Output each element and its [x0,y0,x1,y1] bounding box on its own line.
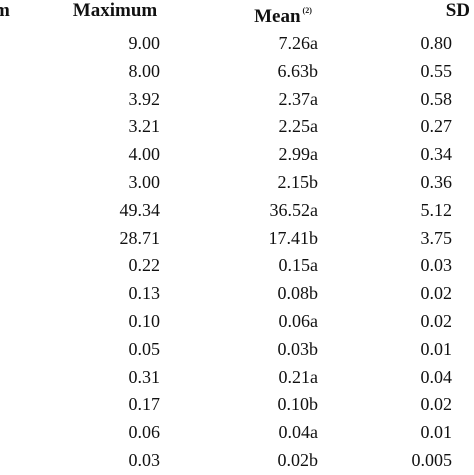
cell-mean: 2.25a [278,116,319,137]
table-row: 0.17 0.10b 0.02 [0,391,474,419]
cell-maximum: 3.00 [128,171,161,192]
cell-maximum: 9.00 [128,33,161,53]
cell-sd: 0.02 [420,283,453,304]
cell-sd: 3.75 [420,227,453,248]
cell-sd: 0.01 [420,422,453,443]
cell-mean: 0.08b [277,283,319,304]
table-row: 28.71 17.41b 3.75 [0,225,474,253]
cell-maximum: 0.06 [128,422,161,443]
cell-sd: 0.34 [420,144,453,165]
cell-maximum: 4.00 [128,144,161,165]
header-mean: Mean (2) [228,0,338,27]
cell-sd: 0.55 [420,60,453,81]
cell-mean: 2.99a [278,144,319,165]
table-row: 0.03 0.02b 0.005 [0,447,474,475]
cell-mean: 2.37a [278,88,319,109]
cell-maximum: 49.34 [119,199,161,220]
cell-sd: 5.12 [420,199,453,220]
cell-mean: 36.52a [269,199,319,220]
cell-mean: 0.04a [278,422,319,443]
cell-sd: 0.005 [411,449,453,470]
cell-sd: 0.02 [420,310,453,331]
cell-maximum: 0.31 [128,366,161,387]
header-mean-footnote: (2) [302,6,312,15]
header-mean-label: Mean [254,6,301,27]
table-row: 0.22 0.15a 0.03 [0,252,474,280]
table-row: 0.31 0.21a 0.04 [0,364,474,392]
table-row: 0.05 0.03b 0.01 [0,336,474,364]
header-maximum: Maximum [72,0,158,21]
cell-maximum: 0.13 [128,283,161,304]
cell-sd: 0.03 [420,255,453,276]
cell-mean: 0.10b [277,394,319,415]
table-row: 9.00 7.26a 0.80 [0,30,474,58]
table-row: 4.00 2.99a 0.34 [0,141,474,169]
cell-maximum: 0.10 [128,310,161,331]
cell-mean: 0.21a [278,366,319,387]
cell-maximum: 3.21 [128,116,161,137]
table-row: 3.92 2.37a 0.58 [0,86,474,114]
cell-mean: 0.02b [277,449,319,470]
cell-sd: 0.27 [420,116,453,137]
cell-sd: 0.04 [420,366,453,387]
cell-mean: 0.03b [277,338,319,359]
table-row: 49.34 36.52a 5.12 [0,197,474,225]
cell-mean: 0.06a [278,310,319,331]
cell-mean: 2.15b [277,171,319,192]
cell-maximum: 3.92 [128,88,161,109]
cell-mean: 7.26a [278,33,319,53]
cell-sd: 0.02 [420,394,453,415]
table-row: 8.00 6.63b 0.55 [0,58,474,86]
table-row: 3.00 2.15b 0.36 [0,169,474,197]
cell-maximum: 28.71 [119,227,161,248]
cell-sd: 0.80 [420,33,453,53]
table-body: 9.00 7.26a 0.80 8.00 6.63b 0.55 3.92 2.37a 0.58 3… [0,30,474,475]
cell-mean: 17.41b [268,227,319,248]
table-row: 0.06 0.04a 0.01 [0,419,474,447]
table-row: 3.21 2.25a 0.27 [0,113,474,141]
cell-maximum: 0.03 [128,449,161,470]
cell-mean: 6.63b [277,60,319,81]
cell-sd: 0.01 [420,338,453,359]
header-cut-column: m [0,0,10,21]
cell-maximum: 8.00 [128,60,161,81]
cell-mean: 0.15a [278,255,319,276]
cell-maximum: 0.22 [128,255,161,276]
table-row: 0.10 0.06a 0.02 [0,308,474,336]
header-sd: SD [445,0,470,21]
table-row: 0.13 0.08b 0.02 [0,280,474,308]
cell-maximum: 0.05 [128,338,161,359]
cell-sd: 0.36 [420,171,453,192]
cell-maximum: 0.17 [128,394,161,415]
cell-sd: 0.58 [420,88,453,109]
